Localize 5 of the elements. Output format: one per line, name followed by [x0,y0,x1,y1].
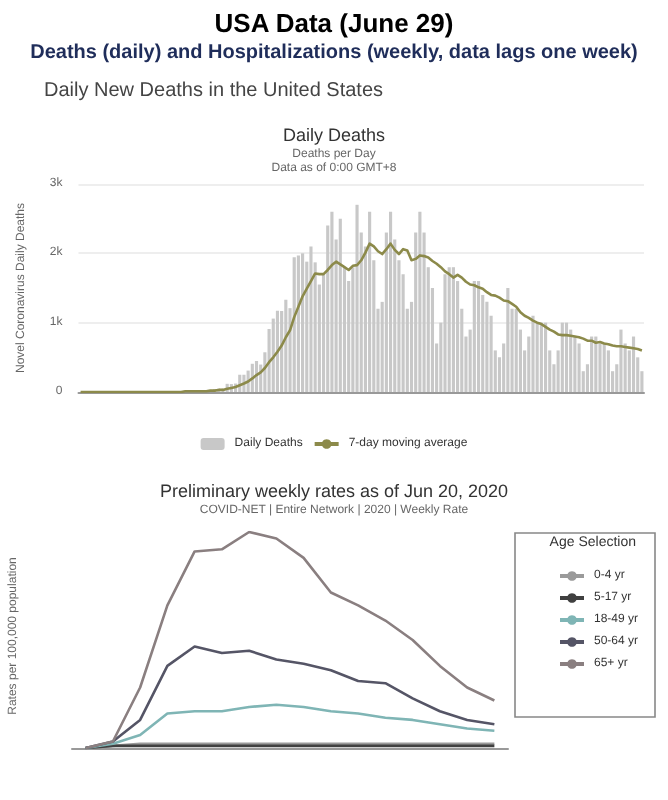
text: USA Data (June 29) [212,8,456,38]
chart-title: Preliminary weekly rates as of Jun 20, 2020 [159,481,509,501]
text: Daily New Deaths in the United States [44,80,386,102]
text: Deaths (daily) and Hospitalizations (weekly, data lags one week) [28,42,640,64]
chart-title: Daily Deaths [282,125,387,145]
